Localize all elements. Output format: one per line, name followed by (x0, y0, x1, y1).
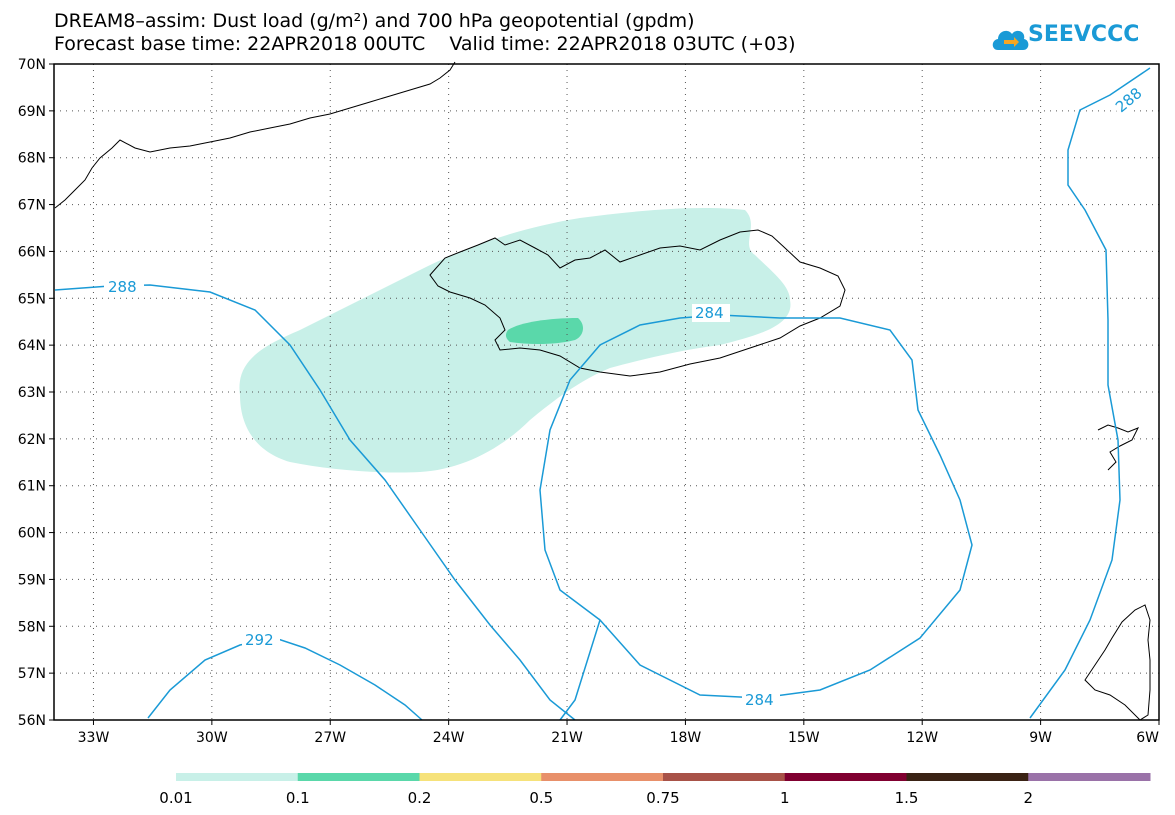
contour-label: 284 (745, 691, 774, 709)
lon-label: 6W (1136, 730, 1159, 746)
colorbar-label: 2 (1023, 789, 1033, 807)
cloud-icon (992, 30, 1029, 50)
colorbar-swatch (906, 773, 1029, 781)
iceland-coast (429, 229, 846, 377)
lon-label: 21W (551, 730, 583, 746)
geopotential-contours (54, 67, 1151, 721)
colorbar-swatch (784, 773, 907, 781)
colorbar-swatch (176, 773, 299, 781)
lat-label: 65N (18, 291, 46, 307)
lat-label: 63N (18, 385, 46, 401)
colorbar-label: 0.1 (286, 789, 310, 807)
colorbar-swatch (541, 773, 664, 781)
logo-text: SEEVCCC (1028, 22, 1140, 47)
lat-label: 59N (18, 572, 46, 588)
lon-label: 12W (906, 730, 938, 746)
colorbar: 0.01 0.1 0.2 0.5 0.75 1 1.5 2 (159, 773, 1151, 807)
lon-label: 33W (78, 730, 110, 746)
lat-label: 66N (18, 244, 46, 260)
colorbar-swatch (1028, 773, 1151, 781)
seevccc-logo: SEEVCCC (990, 18, 1150, 58)
contour-288-west (54, 284, 576, 721)
colorbar-swatch (419, 773, 542, 781)
dust-region-medium (505, 318, 584, 345)
contour-288-east (1029, 67, 1151, 719)
contour-label: 284 (695, 304, 724, 322)
faroe-coast (1097, 424, 1140, 471)
lat-label: 69N (18, 104, 46, 120)
map-subtitle: Forecast base time: 22APR2018 00UTC Vali… (54, 33, 796, 55)
lon-label: 27W (314, 730, 346, 746)
lat-label: 58N (18, 619, 46, 635)
map-title: DREAM8–assim: Dust load (g/m²) and 700 h… (54, 10, 695, 32)
contour-284 (539, 314, 973, 721)
colorbar-label: 0.5 (529, 789, 553, 807)
scotland-coast (1084, 604, 1151, 721)
colorbar-swatch (297, 773, 420, 781)
contour-labels: 288 288 284 284 292 (104, 80, 1150, 709)
colorbar-label: 1 (780, 789, 790, 807)
lat-label: 56N (18, 713, 46, 729)
contour-label: 292 (245, 631, 274, 649)
colorbar-swatch (663, 773, 786, 781)
lat-label: 60N (18, 526, 46, 542)
lon-label: 15W (788, 730, 820, 746)
graticule (54, 64, 1159, 720)
lat-label: 62N (18, 432, 46, 448)
lat-label: 64N (18, 338, 46, 354)
colorbar-label: 1.5 (895, 789, 919, 807)
lon-label: 30W (196, 730, 228, 746)
lat-label: 70N (18, 57, 46, 73)
colorbar-label: 0.2 (408, 789, 432, 807)
contour-label: 288 (108, 278, 137, 296)
axes: 70N 69N 68N 67N 66N 65N 64N 63N 62N 61N 60N 59N 58N 5… (18, 57, 1160, 746)
lat-label: 68N (18, 151, 46, 167)
lat-label: 57N (18, 666, 46, 682)
lat-label: 67N (18, 198, 46, 214)
contour-292 (147, 637, 423, 721)
coastlines (54, 61, 1151, 721)
lon-label: 18W (670, 730, 702, 746)
colorbar-label: 0.01 (159, 789, 192, 807)
greenland-coast (54, 61, 456, 209)
lon-label: 24W (433, 730, 465, 746)
lon-label: 9W (1029, 730, 1052, 746)
colorbar-label: 0.75 (646, 789, 679, 807)
lat-label: 61N (18, 479, 46, 495)
